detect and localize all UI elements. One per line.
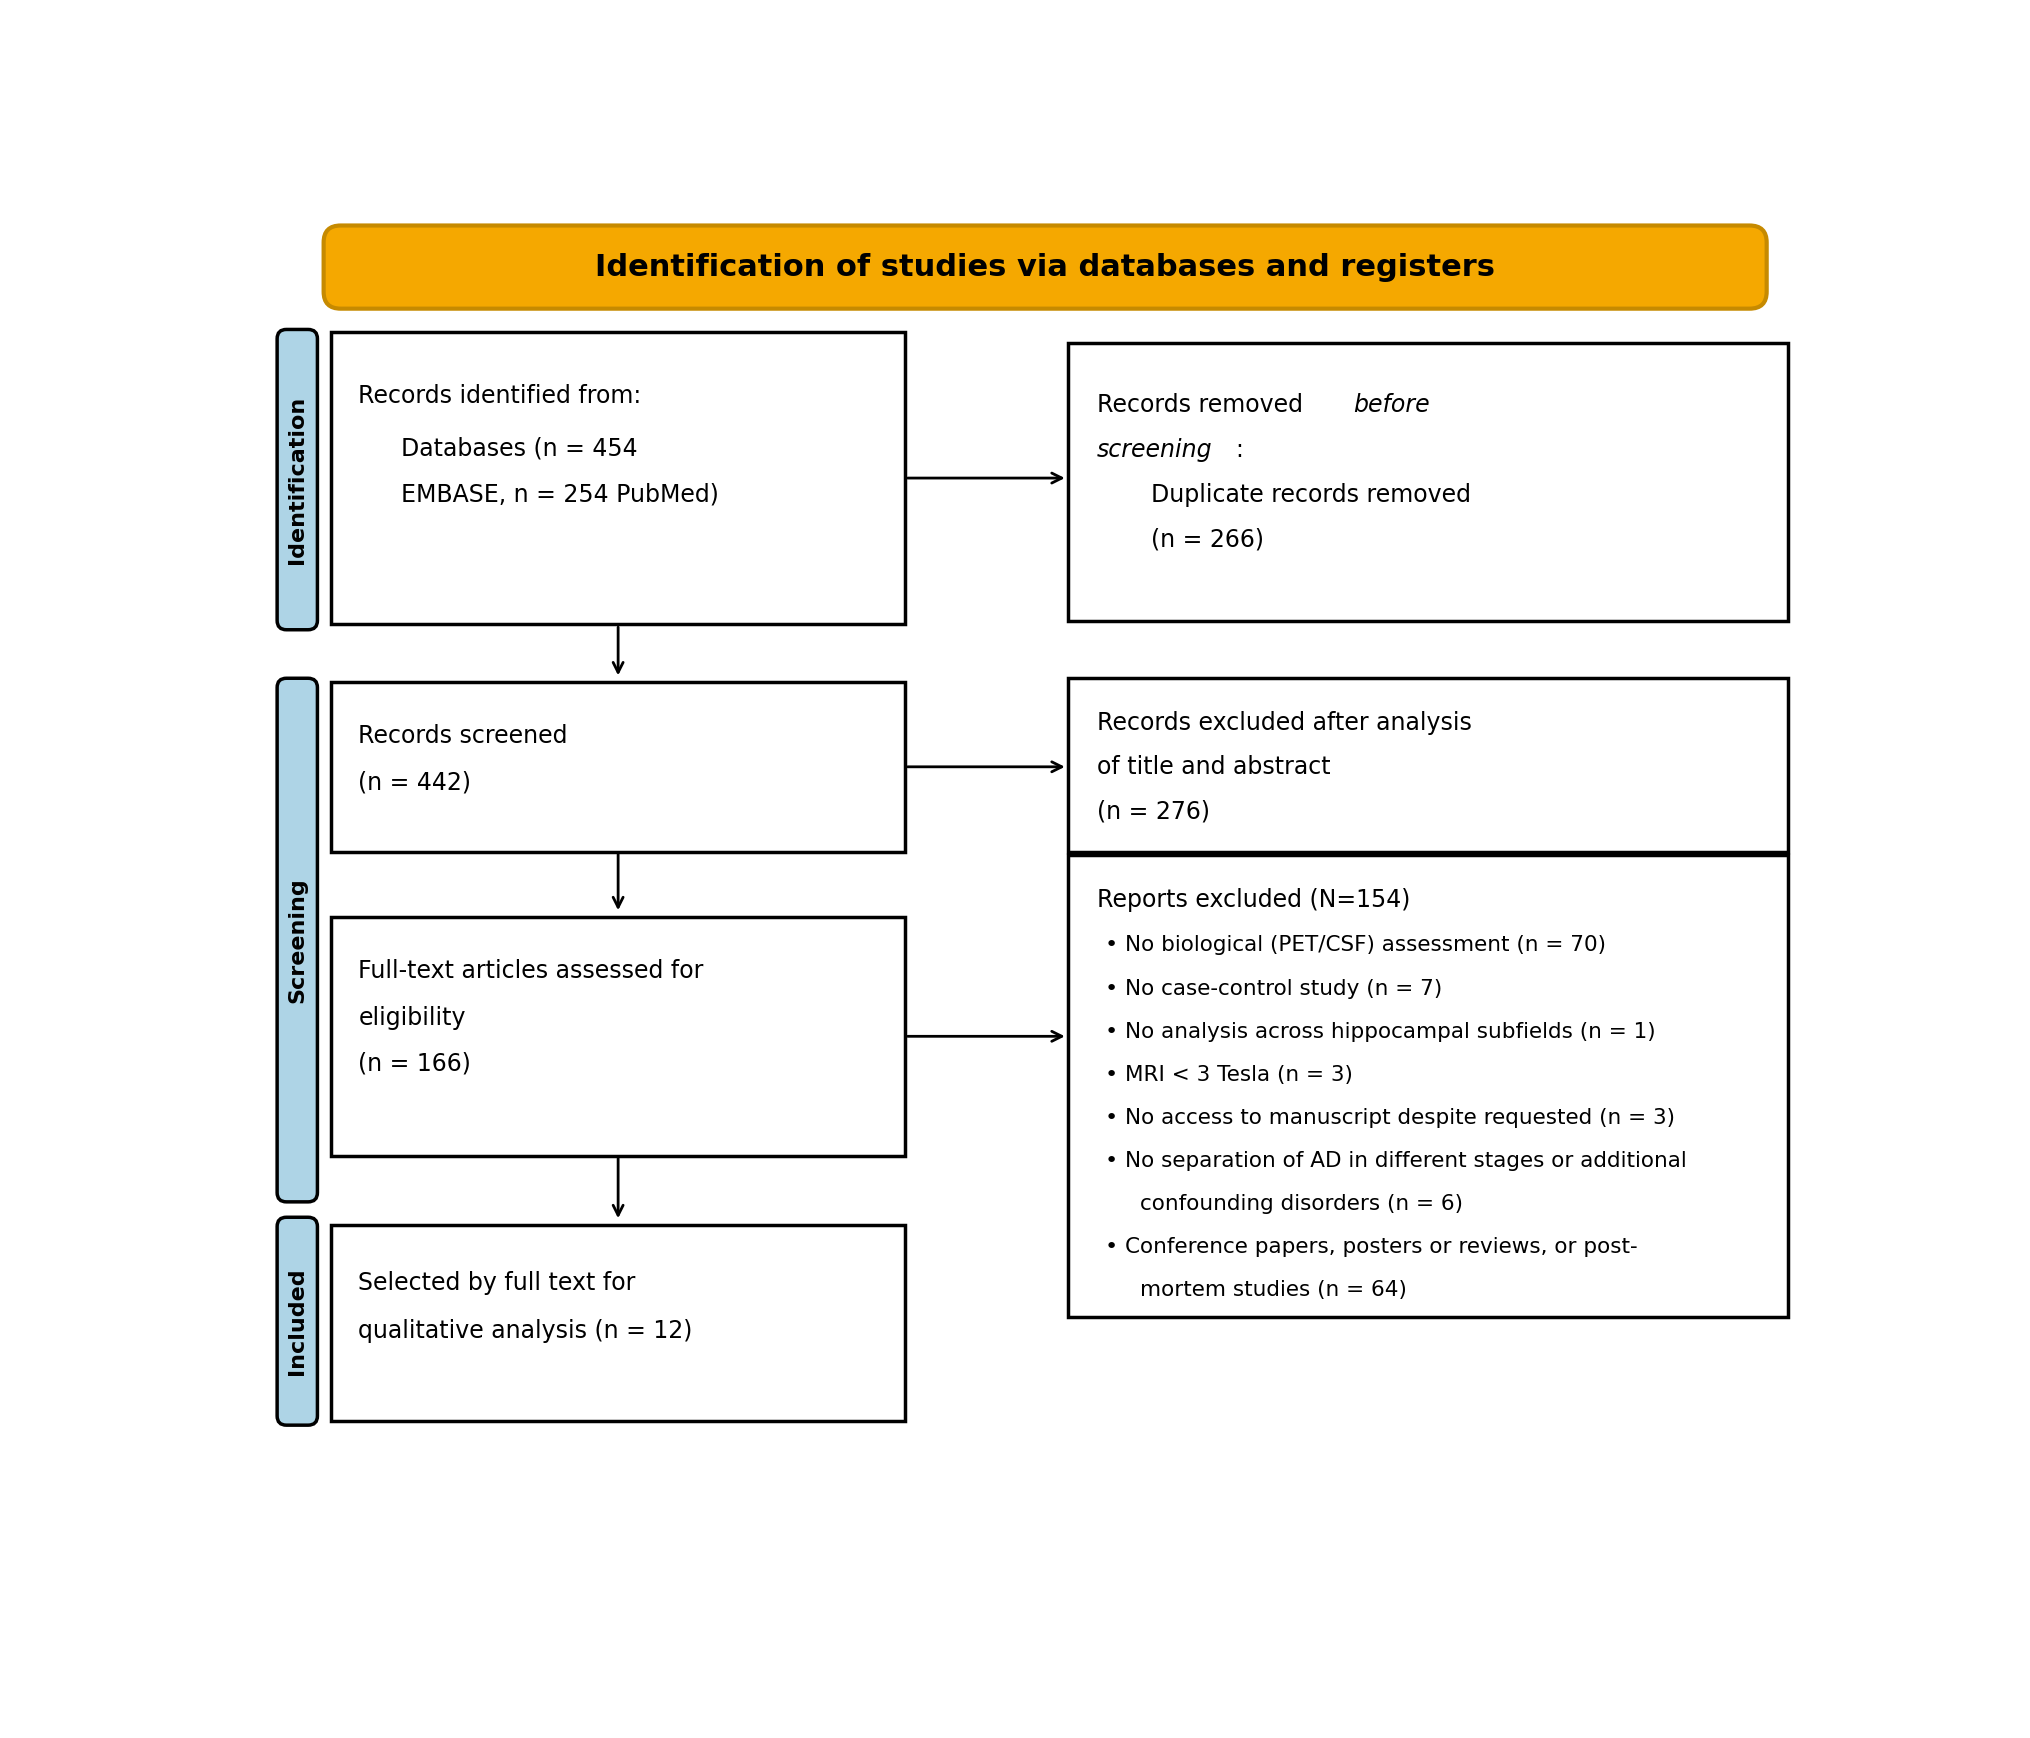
Text: Selected by full text for: Selected by full text for: [359, 1270, 635, 1295]
Text: before: before: [1352, 393, 1429, 417]
Bar: [1068, 678, 1788, 852]
Text: No biological (PET/CSF) assessment (n = 70): No biological (PET/CSF) assessment (n = …: [1125, 935, 1606, 956]
Text: (n = 166): (n = 166): [359, 1051, 471, 1076]
Bar: [331, 332, 905, 624]
Bar: [331, 681, 905, 852]
Text: (n = 276): (n = 276): [1096, 799, 1210, 824]
Text: EMBASE, n = 254 PubMed): EMBASE, n = 254 PubMed): [402, 483, 719, 507]
Text: •: •: [1104, 1237, 1117, 1257]
Text: •: •: [1104, 935, 1117, 956]
Text: confounding disorders (n = 6): confounding disorders (n = 6): [1139, 1194, 1462, 1215]
Text: qualitative analysis (n = 12): qualitative analysis (n = 12): [359, 1319, 692, 1343]
Bar: [331, 1225, 905, 1422]
Text: screening: screening: [1096, 438, 1212, 462]
Text: Databases (n = 454: Databases (n = 454: [402, 436, 637, 461]
Text: (n = 266): (n = 266): [1151, 527, 1265, 551]
Text: No case-control study (n = 7): No case-control study (n = 7): [1125, 978, 1441, 999]
Text: No separation of AD in different stages or additional: No separation of AD in different stages …: [1125, 1151, 1685, 1171]
Bar: [331, 918, 905, 1156]
Text: Records removed: Records removed: [1096, 393, 1309, 417]
Text: (n = 442): (n = 442): [359, 770, 471, 794]
FancyBboxPatch shape: [276, 330, 317, 629]
Text: No access to manuscript despite requested (n = 3): No access to manuscript despite requeste…: [1125, 1107, 1675, 1128]
Text: Screening: Screening: [286, 878, 307, 1003]
FancyBboxPatch shape: [323, 226, 1766, 309]
Text: Included: Included: [286, 1267, 307, 1375]
FancyBboxPatch shape: [276, 678, 317, 1203]
Text: MRI < 3 Tesla (n = 3): MRI < 3 Tesla (n = 3): [1125, 1065, 1352, 1085]
Text: Records screened: Records screened: [359, 725, 568, 749]
Text: mortem studies (n = 64): mortem studies (n = 64): [1139, 1281, 1407, 1300]
Text: of title and abstract: of title and abstract: [1096, 756, 1330, 779]
Text: :: :: [1234, 438, 1242, 462]
Text: •: •: [1104, 978, 1117, 999]
Text: No analysis across hippocampal subfields (n = 1): No analysis across hippocampal subfields…: [1125, 1022, 1654, 1041]
Text: •: •: [1104, 1022, 1117, 1041]
Bar: [1068, 344, 1788, 620]
Text: eligibility: eligibility: [359, 1006, 465, 1029]
Text: •: •: [1104, 1107, 1117, 1128]
Bar: [1068, 855, 1788, 1317]
Text: •: •: [1104, 1151, 1117, 1171]
Text: Reports excluded (N=154): Reports excluded (N=154): [1096, 888, 1409, 912]
Text: Full-text articles assessed for: Full-text articles assessed for: [359, 959, 704, 984]
Text: Records excluded after analysis: Records excluded after analysis: [1096, 711, 1472, 735]
FancyBboxPatch shape: [276, 1217, 317, 1425]
Text: Identification of studies via databases and registers: Identification of studies via databases …: [595, 252, 1494, 282]
Text: Conference papers, posters or reviews, or post-: Conference papers, posters or reviews, o…: [1125, 1237, 1636, 1257]
Text: Identification: Identification: [286, 396, 307, 563]
Text: Records identified from:: Records identified from:: [359, 384, 641, 408]
Text: •: •: [1104, 1065, 1117, 1085]
Text: Duplicate records removed: Duplicate records removed: [1151, 483, 1470, 507]
